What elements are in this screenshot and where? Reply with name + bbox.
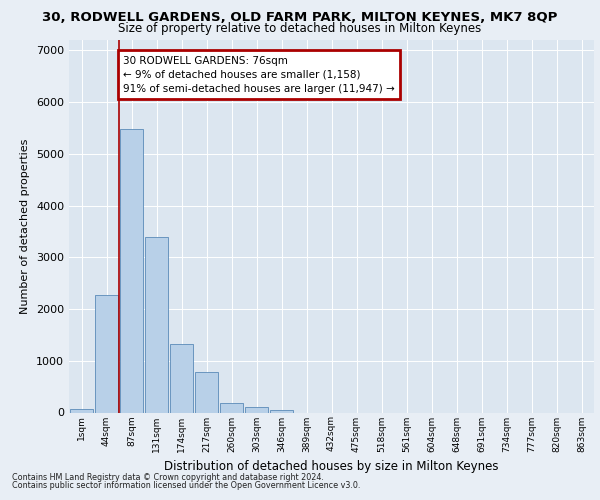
Bar bbox=[95, 294, 118, 412]
Bar bbox=[270, 410, 293, 412]
Text: 30 RODWELL GARDENS: 76sqm
← 9% of detached houses are smaller (1,158)
91% of sem: 30 RODWELL GARDENS: 76sqm ← 9% of detach… bbox=[123, 56, 395, 94]
Bar bbox=[245, 408, 268, 412]
Y-axis label: Number of detached properties: Number of detached properties bbox=[20, 138, 31, 314]
Bar bbox=[70, 409, 93, 412]
Text: 30, RODWELL GARDENS, OLD FARM PARK, MILTON KEYNES, MK7 8QP: 30, RODWELL GARDENS, OLD FARM PARK, MILT… bbox=[43, 11, 557, 24]
Bar bbox=[220, 403, 243, 412]
Text: Contains public sector information licensed under the Open Government Licence v3: Contains public sector information licen… bbox=[12, 482, 361, 490]
Bar bbox=[120, 129, 143, 412]
Bar bbox=[145, 236, 168, 412]
Text: Contains HM Land Registry data © Crown copyright and database right 2024.: Contains HM Land Registry data © Crown c… bbox=[12, 472, 324, 482]
Bar bbox=[195, 372, 218, 412]
X-axis label: Distribution of detached houses by size in Milton Keynes: Distribution of detached houses by size … bbox=[164, 460, 499, 473]
Bar bbox=[170, 344, 193, 412]
Text: Size of property relative to detached houses in Milton Keynes: Size of property relative to detached ho… bbox=[118, 22, 482, 35]
